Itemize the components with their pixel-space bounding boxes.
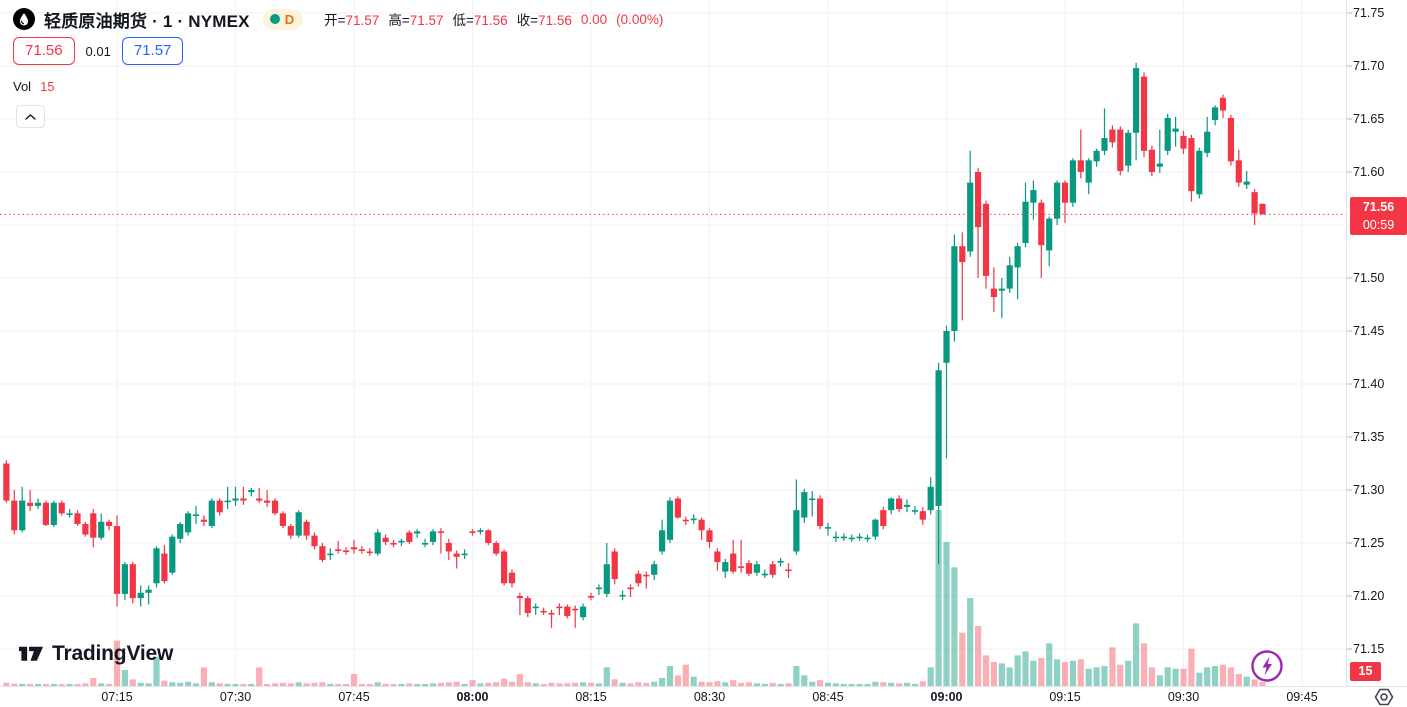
price-axis-ticks bbox=[1346, 12, 1352, 650]
price-axis-label: 71.70 bbox=[1353, 59, 1385, 73]
time-axis-label: 09:30 bbox=[1167, 690, 1200, 704]
sell-button[interactable]: 71.56 bbox=[13, 37, 75, 65]
price-axis-label: 71.15 bbox=[1353, 642, 1385, 656]
candles-layer bbox=[3, 62, 1266, 628]
market-status-badge[interactable]: D bbox=[262, 8, 304, 30]
time-axis-label: 08:15 bbox=[575, 690, 607, 704]
volume-axis-label: 15 bbox=[1350, 662, 1381, 681]
high-value: 71.57 bbox=[409, 13, 444, 28]
close-value: 71.56 bbox=[538, 13, 572, 28]
open-value: 71.57 bbox=[345, 13, 380, 28]
ohlc-readout: 开=71.57 高=71.57 低=71.56 收=71.56 0.00 (0.… bbox=[324, 9, 663, 29]
quick-order-button[interactable] bbox=[1250, 649, 1284, 683]
price-axis-label: 71.75 bbox=[1353, 6, 1385, 20]
time-axis-label: 09:00 bbox=[930, 690, 963, 704]
collapse-legend-button[interactable] bbox=[16, 105, 45, 128]
volume-legend-label: Vol bbox=[13, 79, 32, 94]
price-axis-label: 71.45 bbox=[1353, 324, 1385, 338]
volume-bars-layer bbox=[3, 510, 1266, 686]
tradingview-logo-text: TradingView bbox=[52, 641, 174, 665]
low-value: 71.56 bbox=[473, 13, 508, 28]
candle-countdown: 00:59 bbox=[1362, 218, 1395, 232]
current-price-label: 71.56 00:59 bbox=[1350, 197, 1407, 235]
time-axis-label: 09:45 bbox=[1286, 690, 1318, 704]
time-axis-label: 07:15 bbox=[101, 690, 133, 704]
price-axis-label: 71.40 bbox=[1353, 377, 1385, 391]
time-axis-label: 08:45 bbox=[812, 690, 844, 704]
buy-button[interactable]: 71.57 bbox=[121, 37, 184, 65]
price-axis-border bbox=[1346, 0, 1347, 686]
time-axis-label: 09:15 bbox=[1049, 690, 1081, 704]
tradingview-logo-icon bbox=[18, 646, 44, 661]
price-axis-label: 71.30 bbox=[1353, 483, 1385, 497]
symbol-title[interactable]: 轻质原油期货 · 1 · NYMEX bbox=[44, 11, 250, 31]
volume-legend-value: 15 bbox=[40, 79, 55, 94]
price-axis-label: 71.35 bbox=[1353, 430, 1385, 444]
time-axis-label: 08:00 bbox=[456, 690, 489, 704]
hexagon-target-icon bbox=[1374, 688, 1394, 706]
axis-settings-button[interactable] bbox=[1373, 687, 1395, 707]
tradingview-watermark[interactable]: TradingView bbox=[18, 640, 173, 667]
symbol-header[interactable]: 轻质原油期货 · 1 · NYMEX D 开=71.57 高=71.57 低=7… bbox=[13, 6, 663, 32]
candlestick-plot[interactable] bbox=[0, 0, 1407, 686]
price-axis-label: 71.60 bbox=[1353, 165, 1385, 179]
time-axis-label: 08:30 bbox=[693, 690, 726, 704]
change-percent: (0.00%) bbox=[616, 11, 664, 27]
low-label: 低= bbox=[452, 13, 474, 28]
volume-legend[interactable]: Vol 15 bbox=[13, 79, 55, 94]
spread-value: 0.01 bbox=[85, 43, 111, 59]
current-price-value: 71.56 bbox=[1362, 200, 1395, 214]
data-mode-label: D bbox=[284, 11, 295, 27]
time-axis-label: 07:45 bbox=[338, 690, 370, 704]
chevron-up-icon bbox=[25, 113, 36, 120]
price-axis-label: 71.25 bbox=[1353, 536, 1385, 550]
high-label: 高= bbox=[388, 13, 410, 28]
lightning-bolt-icon bbox=[1251, 650, 1283, 682]
oil-drop-icon bbox=[13, 8, 35, 30]
time-axis-label: 07:30 bbox=[219, 690, 252, 704]
price-axis-label: 71.65 bbox=[1353, 112, 1385, 126]
open-label: 开= bbox=[324, 13, 346, 28]
price-axis-label: 71.20 bbox=[1353, 589, 1385, 603]
green-dot-icon bbox=[269, 14, 280, 24]
quick-trade-panel: 71.56 0.01 71.57 bbox=[13, 37, 184, 65]
change-value: 0.00 bbox=[580, 11, 608, 27]
time-axis-border bbox=[0, 686, 1407, 687]
close-label: 收= bbox=[516, 13, 539, 28]
price-axis-label: 71.50 bbox=[1353, 271, 1385, 285]
